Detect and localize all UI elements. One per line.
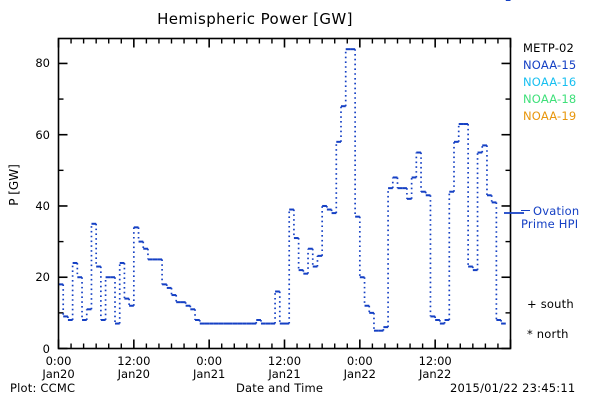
y-tick-label: 0 <box>42 341 50 356</box>
x-tick-label: 12:00 Jan21 <box>267 353 302 381</box>
footer-timestamp: 2015/01/22 23:45:11 <box>450 381 576 395</box>
data-series-layer <box>58 0 511 332</box>
plot-frame <box>57 37 512 350</box>
y-tick-label: 40 <box>35 198 50 213</box>
page-title: Hemispheric Power [GW] <box>157 10 353 28</box>
y-tick-label: 60 <box>35 127 50 142</box>
x-tick-label: 0:00 Jan21 <box>192 353 226 381</box>
satellite-legend: METP-02 NOAA-15 NOAA-16 NOAA-18 NOAA-19 <box>523 40 600 125</box>
y-axis-ticks <box>58 62 511 350</box>
legend-symbol-south: + south <box>527 297 574 311</box>
ovation-legend-line2: Prime HPI <box>521 217 579 231</box>
y-tick-label: 20 <box>35 270 50 285</box>
x-tick-label: 12:00 Jan22 <box>418 353 452 381</box>
dash-icon <box>521 210 530 211</box>
x-tick-label: 0:00 Jan22 <box>343 353 377 381</box>
x-axis-ticks <box>57 38 512 349</box>
legend-item-noaa-15[interactable]: NOAA-15 <box>523 58 577 72</box>
ovation-legend[interactable]: Ovation Prime HPI <box>521 205 600 231</box>
x-tick-label: 12:00 Jan20 <box>117 353 151 381</box>
x-tick-label: 0:00 Jan20 <box>42 353 75 381</box>
legend-item-noaa-18[interactable]: NOAA-18 <box>523 92 577 106</box>
y-tick-label: 80 <box>35 56 50 71</box>
series-ovation-prime-hpi <box>58 0 511 332</box>
footer-plot-source: Plot: CCMC <box>10 381 76 395</box>
x-axis-label: Date and Time <box>236 381 324 395</box>
legend-item-metp-02[interactable]: METP-02 <box>523 41 575 55</box>
ovation-legend-line1: Ovation <box>533 204 580 218</box>
legend-symbol-north: * north <box>527 327 569 341</box>
legend-item-noaa-19[interactable]: NOAA-19 <box>523 109 577 123</box>
legend-item-noaa-16[interactable]: NOAA-16 <box>523 75 577 89</box>
